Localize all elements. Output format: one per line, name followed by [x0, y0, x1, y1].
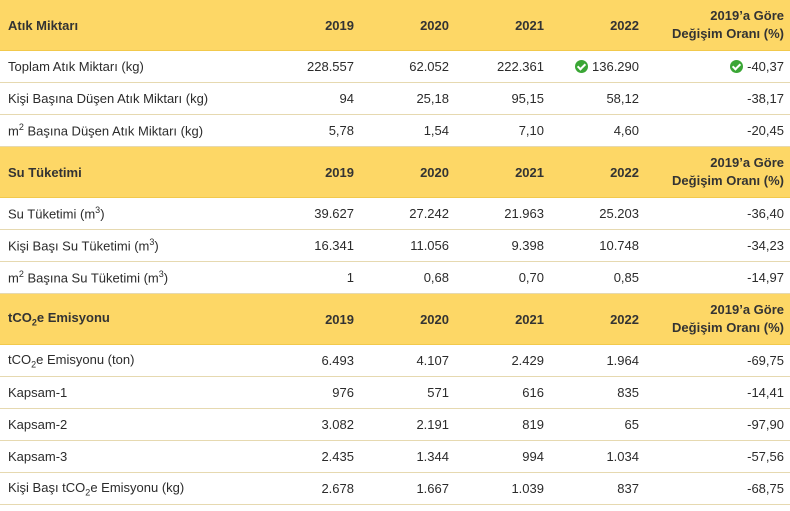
- row-label: Toplam Atık Miktarı (kg): [0, 50, 260, 83]
- row-label: tCO2e Emisyonu (ton): [0, 344, 260, 377]
- change-header: 2019’a Göre Değişim Oranı (%): [645, 0, 790, 51]
- table-row: Kişi Başına Düşen Atık Miktarı (kg) 94 2…: [0, 82, 790, 115]
- table-row: Su Tüketimi (m3) 39.627 27.242 21.963 25…: [0, 197, 790, 230]
- row-label: m2 Başına Düşen Atık Miktarı (kg): [0, 114, 260, 147]
- year-header-2022: 2022: [550, 293, 645, 345]
- table-row: Kapsam-3 2.435 1.344 994 1.034 -57,56: [0, 440, 790, 473]
- year-header-2019: 2019: [260, 146, 360, 198]
- year-header-2020: 2020: [360, 146, 455, 198]
- year-header-2021: 2021: [455, 0, 550, 51]
- waste-header-row: Atık Miktarı 2019 2020 2021 2022 2019’a …: [0, 0, 790, 51]
- waste-section-title: Atık Miktarı: [0, 0, 260, 51]
- check-circle-icon: [730, 60, 744, 73]
- row-label: Kapsam-3: [0, 440, 260, 473]
- year-header-2022: 2022: [550, 0, 645, 51]
- table-row: m2 Başına Su Tüketimi (m3) 1 0,68 0,70 0…: [0, 261, 790, 294]
- row-label: Kişi Başına Düşen Atık Miktarı (kg): [0, 82, 260, 115]
- check-circle-icon: [575, 60, 588, 73]
- year-header-2020: 2020: [360, 0, 455, 51]
- row-label: Kişi Başı Su Tüketimi (m3): [0, 229, 260, 262]
- year-header-2020: 2020: [360, 293, 455, 345]
- emission-section-title: tCO2e Emisyonu: [0, 293, 260, 345]
- year-header-2021: 2021: [455, 146, 550, 198]
- row-label: Kişi Başı tCO2e Emisyonu (kg): [0, 472, 260, 505]
- year-header-2019: 2019: [260, 293, 360, 345]
- table-row: Kapsam-2 3.082 2.191 819 65 -97,90: [0, 408, 790, 441]
- row-label: Su Tüketimi (m3): [0, 197, 260, 230]
- table-row: Kişi Başı tCO2e Emisyonu (kg) 2.678 1.66…: [0, 472, 790, 505]
- table-row: Kapsam-1 976 571 616 835 -14,41: [0, 376, 790, 409]
- emission-header-row: tCO2e Emisyonu 2019 2020 2021 2022 2019’…: [0, 293, 790, 345]
- table-row: Toplam Atık Miktarı (kg) 228.557 62.052 …: [0, 50, 790, 83]
- water-section-title: Su Tüketimi: [0, 146, 260, 198]
- year-header-2021: 2021: [455, 293, 550, 345]
- row-label: Kapsam-2: [0, 408, 260, 441]
- water-header-row: Su Tüketimi 2019 2020 2021 2022 2019’a G…: [0, 146, 790, 198]
- year-header-2022: 2022: [550, 146, 645, 198]
- row-label: Kapsam-1: [0, 376, 260, 409]
- change-header: 2019’a Göre Değişim Oranı (%): [645, 293, 790, 345]
- table-row: Kişi Başı Su Tüketimi (m3) 16.341 11.056…: [0, 229, 790, 262]
- year-header-2019: 2019: [260, 0, 360, 51]
- row-label: m2 Başına Su Tüketimi (m3): [0, 261, 260, 294]
- table-row: m2 Başına Düşen Atık Miktarı (kg) 5,78 1…: [0, 114, 790, 147]
- change-header: 2019’a Göre Değişim Oranı (%): [645, 146, 790, 198]
- table-row: tCO2e Emisyonu (ton) 6.493 4.107 2.429 1…: [0, 344, 790, 377]
